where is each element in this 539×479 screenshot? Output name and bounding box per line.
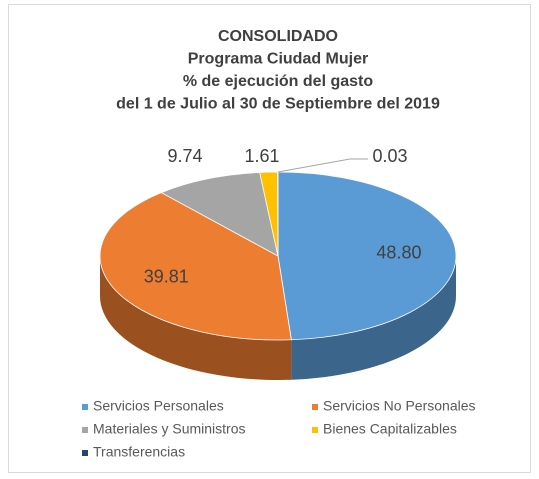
slice-side bbox=[100, 256, 292, 380]
legend-label: Servicios No Personales bbox=[323, 398, 476, 414]
slice-side bbox=[291, 256, 456, 380]
legend-swatch bbox=[312, 404, 318, 410]
legend-swatch bbox=[82, 404, 88, 410]
leader-line bbox=[277, 158, 368, 173]
chart-title: CONSOLIDADO bbox=[218, 28, 338, 45]
legend-swatch bbox=[82, 427, 88, 433]
data-label: 39.81 bbox=[144, 267, 189, 287]
slice bbox=[99, 192, 292, 341]
chart-title: Programa Ciudad Mujer bbox=[188, 51, 368, 68]
data-label: 9.74 bbox=[167, 146, 202, 166]
legend-label: Materiales y Suministros bbox=[93, 421, 246, 437]
legend-swatch bbox=[82, 450, 88, 456]
slice bbox=[277, 171, 457, 341]
slice-side-shade bbox=[291, 256, 456, 380]
chart-title: % de ejecución del gasto bbox=[183, 73, 374, 90]
data-label: 0.03 bbox=[372, 146, 407, 166]
data-label: 48.80 bbox=[376, 243, 421, 263]
data-label: 1.61 bbox=[244, 146, 279, 166]
legend-label: Bienes Capitalizables bbox=[323, 421, 457, 437]
legend-label: Servicios Personales bbox=[93, 398, 224, 414]
legend-swatch bbox=[312, 427, 318, 433]
chart-title: del 1 de Julio al 30 de Septiembre del 2… bbox=[116, 96, 440, 113]
slice-side-shade bbox=[100, 256, 292, 380]
slice bbox=[160, 172, 279, 257]
legend-label: Transferencias bbox=[93, 444, 185, 460]
